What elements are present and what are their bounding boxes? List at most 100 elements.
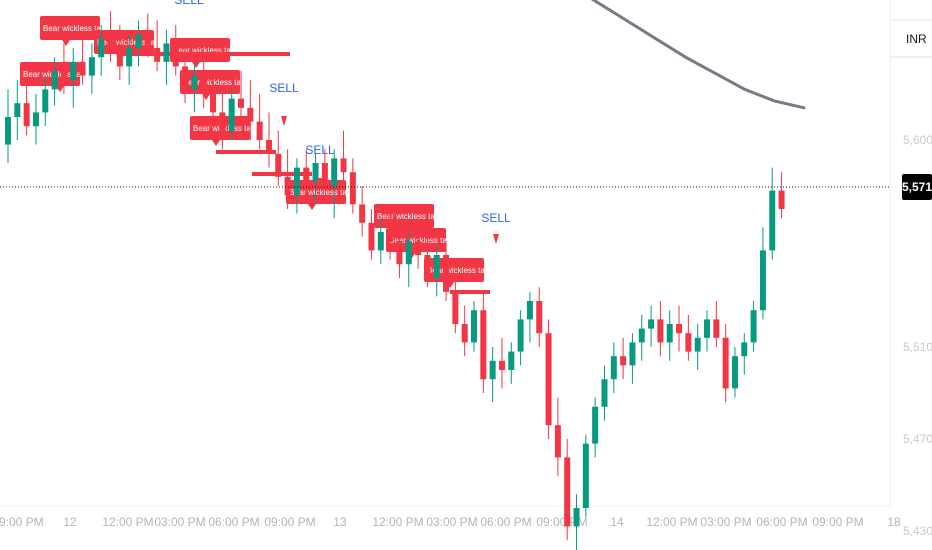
candle-body <box>666 324 673 343</box>
time-tick-label: 09:00 PM <box>536 515 587 529</box>
candle-body <box>23 103 30 127</box>
candle-body <box>582 443 589 508</box>
time-tick-label: 09:00 PM <box>812 515 863 529</box>
candle-body <box>769 190 776 251</box>
currency-label: INR <box>906 32 927 46</box>
bear-callout-label: Bear wickless tap @5616 <box>183 78 274 87</box>
bear-callout-label: Bear wickless tap @5531 <box>377 212 468 221</box>
bear-callout-box <box>40 16 100 40</box>
time-tick-label: 03:00 PM <box>154 515 205 529</box>
candle-body <box>629 342 636 366</box>
sell-signal-label: SELL <box>481 211 511 225</box>
candle-body <box>331 158 338 186</box>
bear-callout-pointer <box>212 140 220 146</box>
candle-body <box>5 117 11 145</box>
candle-body <box>79 61 86 76</box>
candle-body <box>396 241 403 265</box>
bear-level-line <box>450 290 490 294</box>
candle-body <box>601 379 608 407</box>
candle-body <box>70 61 77 81</box>
bear-callout-box <box>374 204 434 228</box>
time-tick-label: 13 <box>333 515 347 529</box>
candle-body <box>275 153 282 177</box>
current-price-label: 5,571 <box>902 180 932 194</box>
candle-body <box>545 333 552 426</box>
time-tick-label: 03:00 PM <box>426 515 477 529</box>
candle-body <box>98 38 105 58</box>
sell-signal-label: SELL <box>305 143 335 157</box>
candle-body <box>489 360 496 380</box>
candle-body <box>610 356 617 380</box>
candle-body <box>349 172 356 205</box>
candle-body <box>452 291 459 324</box>
time-tick-label: 06:00 PM <box>208 515 259 529</box>
candle-body <box>116 52 123 67</box>
candle-body <box>228 98 235 131</box>
candle-body <box>648 319 655 329</box>
time-tick-label: 09:00 PM <box>264 515 315 529</box>
candle-body <box>694 337 701 352</box>
time-tick-label: 06:00 PM <box>480 515 531 529</box>
candle-body <box>713 319 720 338</box>
sell-signal-label: SELL <box>174 0 204 7</box>
current-price-badge <box>902 174 932 200</box>
candle-body <box>731 356 738 389</box>
candle-body <box>293 167 300 196</box>
candle-body <box>387 232 394 242</box>
candle-body <box>480 310 487 380</box>
candle-body <box>14 103 21 117</box>
bear-callout-label: Bear wickless tap @5513 <box>427 266 518 275</box>
bear-callout-label: Bear wickless tap @5593 <box>193 124 284 133</box>
candle-body <box>219 112 226 131</box>
candle-body <box>564 457 571 527</box>
candle-body <box>517 319 524 352</box>
time-tick-label: 18 <box>887 515 901 529</box>
bear-level-line <box>252 172 312 176</box>
price-tick-label: 5,430 <box>903 524 932 538</box>
candle-body <box>573 508 580 527</box>
sell-signal-arrow <box>493 234 499 244</box>
candle-body <box>508 351 515 370</box>
candle-body <box>256 121 263 140</box>
time-tick-label: 12:00 PM <box>372 515 423 529</box>
time-tick-label: 09:00 PM <box>0 515 44 529</box>
candle-body <box>498 360 505 370</box>
bear-callout-label: Bear wickless tap @5625 <box>23 70 114 79</box>
candle-body <box>154 48 161 62</box>
candle-body <box>303 167 310 182</box>
time-tick-label: 12:00 PM <box>102 515 153 529</box>
time-tick-label: 03:00 PM <box>700 515 751 529</box>
time-tick-label: 12:00 PM <box>646 515 697 529</box>
candle-body <box>778 190 785 209</box>
candle-body <box>191 75 198 90</box>
candle-body <box>238 98 244 108</box>
candle-body <box>340 158 347 173</box>
time-tick-label: 06:00 PM <box>756 515 807 529</box>
candle-body <box>405 241 412 265</box>
bear-callout-pointer <box>56 86 64 92</box>
candle-body <box>200 75 207 94</box>
time-tick-label: 12 <box>63 515 77 529</box>
sell-signal-label: SELL <box>269 81 299 95</box>
bear-callout-label: Bear wickless tap @5634 <box>173 46 264 55</box>
bear-callout-label: Bear wickless tap @5529 <box>389 236 480 245</box>
candle-body <box>312 163 319 182</box>
candle-body <box>210 94 217 113</box>
candle-body <box>424 255 431 278</box>
candle-body <box>135 34 142 48</box>
time-tick-label: 14 <box>610 515 624 529</box>
candle-body <box>42 89 49 113</box>
candle-body <box>144 34 151 48</box>
candle-body <box>750 310 757 343</box>
candle-body <box>676 324 683 334</box>
candle-body <box>554 425 561 458</box>
candle-body <box>107 38 114 53</box>
candle-body <box>321 163 328 186</box>
candle-body <box>284 176 291 196</box>
price-tick-label: 5,470 <box>903 432 932 446</box>
candle-body <box>592 406 599 444</box>
bear-callout-label: Bear wickless tap @5684 <box>43 24 134 33</box>
bear-callout-label: Bear wickless tap @5643 <box>97 38 188 47</box>
candle-body <box>368 222 375 251</box>
